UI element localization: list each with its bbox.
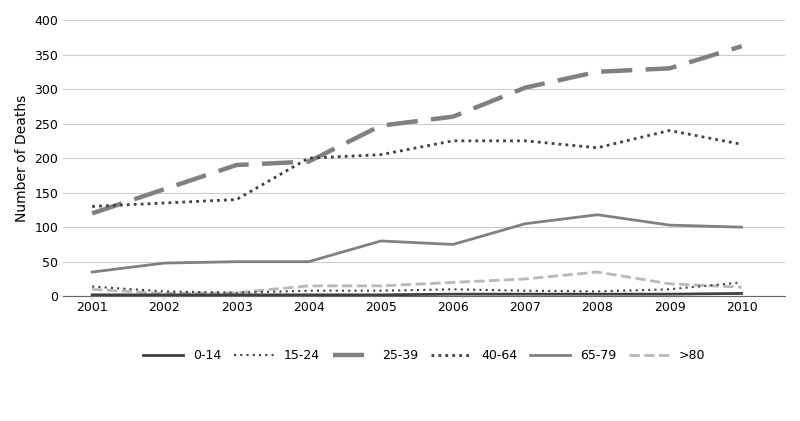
Y-axis label: Number of Deaths: Number of Deaths <box>15 94 29 222</box>
Legend: 0-14, 15-24, 25-39, 40-64, 65-79, >80: 0-14, 15-24, 25-39, 40-64, 65-79, >80 <box>138 344 710 367</box>
